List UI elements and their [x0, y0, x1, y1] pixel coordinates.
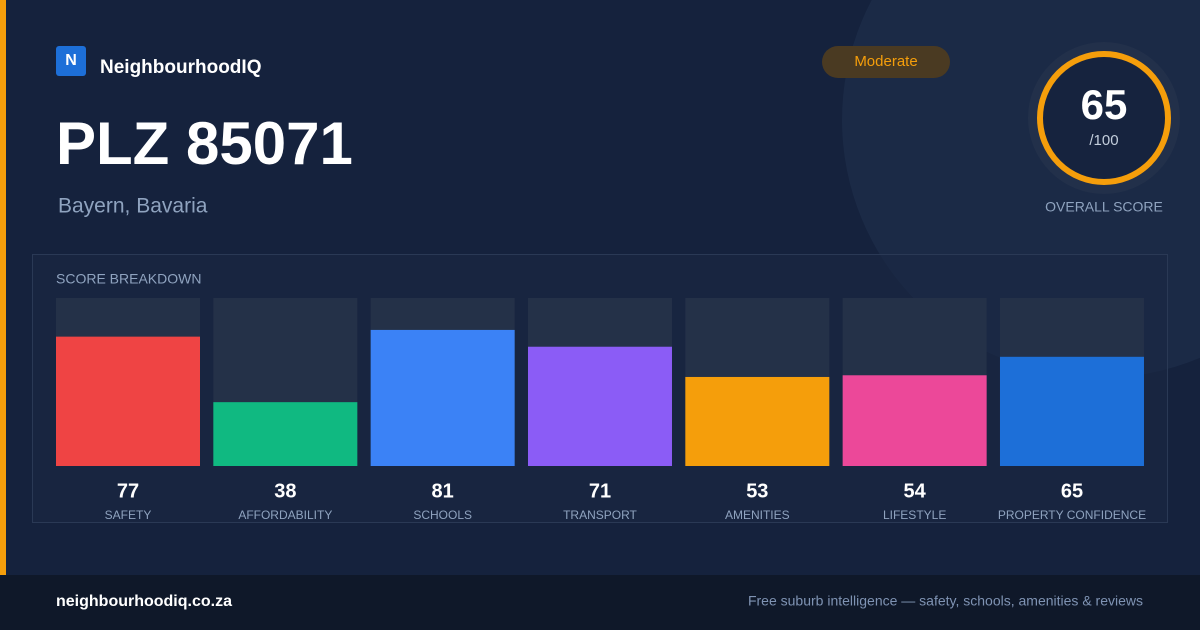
value-label: 38	[274, 480, 296, 502]
value-label: 65	[1061, 480, 1083, 502]
category-label: PROPERTY CONFIDENCE	[998, 508, 1146, 522]
bar	[999, 356, 1144, 466]
bar	[370, 329, 515, 466]
category-label: TRANSPORT	[563, 508, 637, 522]
accent-strip	[0, 0, 6, 575]
bar	[213, 402, 358, 466]
category-label: SCHOOLS	[413, 508, 472, 522]
value-label: 77	[117, 480, 139, 502]
footer-tagline: Free suburb intelligence — safety, schoo…	[748, 593, 1143, 609]
bar	[842, 375, 987, 466]
value-label: 81	[432, 480, 454, 502]
footer-site: neighbourhoodiq.co.za	[56, 593, 232, 610]
badge: Moderate	[854, 53, 917, 70]
gauge-ring	[1037, 51, 1171, 185]
value-label: 53	[746, 480, 768, 502]
overall-max: /100	[1089, 132, 1118, 149]
value-label: 71	[589, 480, 611, 502]
overall-score: 65	[1081, 81, 1128, 128]
bar	[527, 346, 672, 466]
category-label: AMENITIES	[725, 508, 790, 522]
brand-name: NeighbourhoodIQ	[100, 57, 261, 78]
badge-bg	[822, 46, 950, 78]
page-title: PLZ 85071	[56, 110, 353, 177]
bar	[685, 376, 830, 466]
footer-bar	[0, 575, 1200, 630]
category-label: LIFESTYLE	[883, 508, 946, 522]
value-label: 54	[904, 480, 927, 502]
overall-label: OVERALL SCORE	[1045, 199, 1163, 215]
subtitle: Bayern, Bavaria	[58, 195, 208, 218]
category-label: SAFETY	[105, 508, 152, 522]
chart-title: SCORE BREAKDOWN	[56, 271, 201, 287]
bar	[56, 336, 200, 466]
logo-box	[56, 46, 86, 76]
category-label: AFFORDABILITY	[238, 508, 332, 522]
logo-letter: N	[65, 52, 77, 69]
